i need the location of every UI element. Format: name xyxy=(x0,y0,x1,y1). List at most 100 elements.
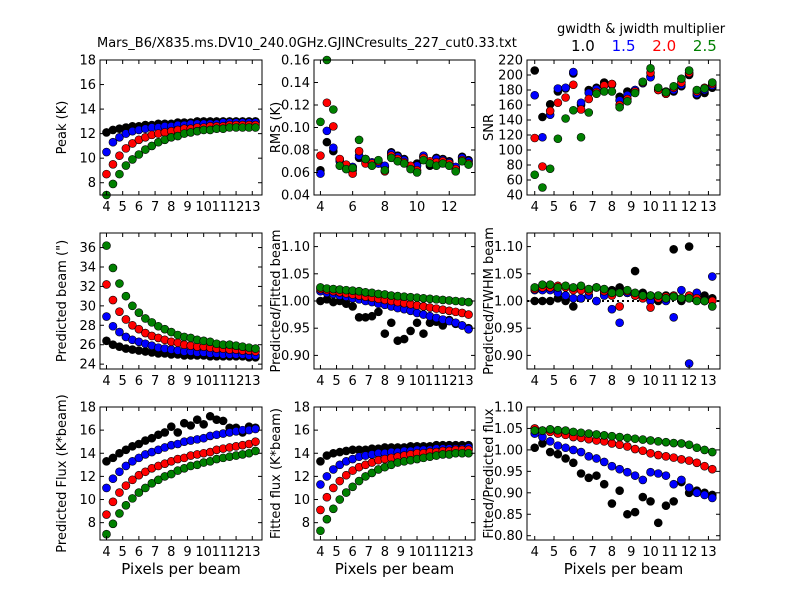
data-point xyxy=(677,455,686,464)
panel-5: 4 5 6 7 8 9 10 11 12 13 0.90 0.95 1.00 1.05 1.10Predic… xyxy=(269,229,476,389)
data-point xyxy=(322,98,332,108)
panel-9: 4 5 6 7 8 9 10 11 12 13 0.80 0.85 0.90 0.95 1.00 1.05 1.… xyxy=(482,401,721,578)
y-axis-label: Fitted/Predicted flux xyxy=(482,408,497,539)
y-tick-label: 1.10 xyxy=(494,240,523,255)
data-point xyxy=(545,106,555,116)
x-tick-label: 13 xyxy=(457,545,474,560)
panel-6: 4 5 6 7 8 9 10 11 12 13 0.90 0.95 1.00 1.05 1.10Predic… xyxy=(482,227,721,389)
y-tick-label: 1.10 xyxy=(494,401,523,416)
x-tick-label: 5 xyxy=(550,200,558,215)
data-point xyxy=(108,137,118,147)
y-tick-label: 0.90 xyxy=(494,486,523,501)
data-point xyxy=(569,80,578,90)
data-point xyxy=(464,324,473,334)
data-point xyxy=(707,493,717,503)
x-tick-label: 10 xyxy=(409,374,426,389)
data-point xyxy=(561,426,570,435)
data-point xyxy=(386,318,396,328)
x-tick-label: 4 xyxy=(102,545,110,560)
data-point xyxy=(584,473,594,483)
x-tick-label: 5 xyxy=(119,545,127,560)
data-point xyxy=(348,482,357,492)
x-tick-label: 9 xyxy=(627,545,635,560)
data-point xyxy=(569,445,578,455)
x-tick-label: 4 xyxy=(316,545,324,560)
data-point xyxy=(218,416,228,426)
y-tick-label: 30 xyxy=(79,299,96,314)
y-tick-label: 120 xyxy=(498,129,523,144)
x-tick-label: 9 xyxy=(183,545,191,560)
data-point xyxy=(707,272,717,281)
data-point xyxy=(584,94,594,104)
y-tick-label: 80 xyxy=(506,159,523,174)
data-point xyxy=(121,461,131,471)
y-tick-label: 0.80 xyxy=(494,529,523,544)
data-point xyxy=(128,139,137,148)
x-tick-label: 12 xyxy=(228,374,245,389)
y-axis-label: Predicted/FWHM beam xyxy=(482,227,497,375)
x-tick-label: 7 xyxy=(588,200,596,215)
x-tick-label: 8 xyxy=(167,374,175,389)
data-point xyxy=(553,98,563,108)
x-tick-label: 5 xyxy=(332,545,340,560)
x-tick-label: 6 xyxy=(135,374,143,389)
legend-item-2: 1.5 xyxy=(611,37,636,55)
y-tick-label: 14 xyxy=(79,103,96,118)
data-point xyxy=(623,467,632,477)
data-point xyxy=(412,168,422,177)
data-point xyxy=(192,415,202,425)
data-point xyxy=(316,151,325,160)
data-point xyxy=(102,169,111,179)
data-point xyxy=(584,284,594,294)
data-point xyxy=(661,501,671,510)
data-point xyxy=(166,422,176,431)
data-point xyxy=(128,475,137,485)
data-point xyxy=(530,133,540,143)
y-tick-label: 1.10 xyxy=(281,240,310,255)
data-point xyxy=(646,467,655,477)
data-point xyxy=(538,296,547,306)
x-tick-label: 6 xyxy=(569,545,577,560)
x-tick-label: 12 xyxy=(681,200,698,215)
x-tick-label: 12 xyxy=(441,374,458,389)
legend-item-4: 2.5 xyxy=(692,37,717,55)
data-point xyxy=(576,428,586,438)
data-point xyxy=(615,464,624,474)
data-point xyxy=(669,292,678,301)
data-point xyxy=(692,85,702,95)
y-tick-label: 60 xyxy=(506,174,523,189)
x-tick-label: 8 xyxy=(381,545,389,560)
y-tick-label: 34 xyxy=(79,261,96,276)
x-tick-label: 10 xyxy=(195,200,212,215)
data-point xyxy=(545,447,555,457)
data-point xyxy=(530,90,540,100)
data-point xyxy=(569,458,578,468)
y-tick-label: 0.95 xyxy=(281,322,310,337)
data-point xyxy=(530,66,540,75)
data-point xyxy=(630,88,640,98)
y-tick-label: 12 xyxy=(79,470,96,485)
data-point xyxy=(707,302,717,311)
data-point xyxy=(354,146,364,156)
data-point xyxy=(707,447,717,457)
x-tick-label: 7 xyxy=(151,200,159,215)
data-point xyxy=(530,443,540,453)
data-point xyxy=(141,314,150,323)
data-point xyxy=(707,464,717,474)
x-tick-label: 7 xyxy=(365,545,373,560)
figure-title: Mars_B6/X835.ms.DV10_240.0GHz.GJINCresul… xyxy=(97,36,517,51)
data-point xyxy=(638,291,648,300)
data-point xyxy=(646,303,655,312)
data-point xyxy=(329,105,338,114)
data-point xyxy=(102,510,111,519)
x-axis-label: Pixels per beam xyxy=(335,560,455,578)
data-point xyxy=(444,161,454,171)
data-point xyxy=(199,420,208,429)
data-point xyxy=(108,295,118,305)
y-tick-label: 0.08 xyxy=(281,144,310,159)
y-tick-label: 16 xyxy=(293,424,310,439)
data-point xyxy=(115,151,124,161)
data-point xyxy=(707,78,717,87)
data-point xyxy=(569,302,578,311)
data-point xyxy=(128,320,137,330)
